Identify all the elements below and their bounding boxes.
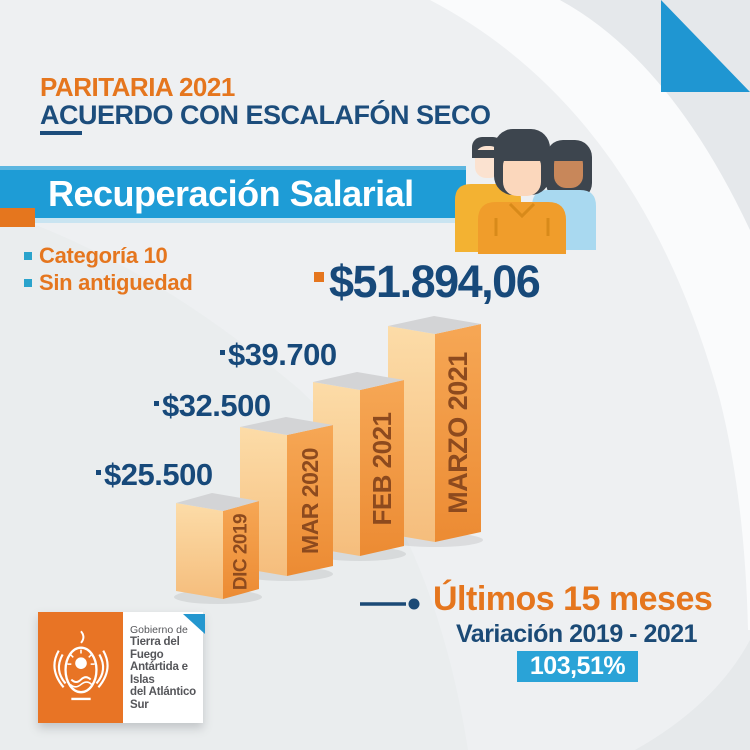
page-title: ACUERDO CON ESCALAFÓN SECO [40,100,491,130]
dot-bullet-icon [220,350,225,355]
square-bullet-icon [24,252,32,260]
logo-line: Antártida e Islas [130,661,188,686]
title-underline [40,131,82,135]
logo-line: del Atlántico Sur [130,686,196,711]
dot-bullet-icon [154,401,159,406]
kicker-title: PARITARIA 2021 [40,72,235,102]
variation-badge: 103,51% [517,651,638,682]
white-swoosh-band [430,0,750,630]
logo-text-block: Gobierno de Tierra del Fuego Antártida e… [123,612,203,723]
chart-value-label-feb2021: $39.700 [228,337,337,372]
chart-value-label-marzo2021: $51.894,06 [329,256,541,307]
square-bullet-icon [314,272,324,282]
chart-value-label-mar2020: $32.500 [162,388,271,423]
banner-orange-accent [0,208,35,227]
banner-top-line [0,166,466,170]
government-logo: Gobierno de Tierra del Fuego Antártida e… [38,612,205,723]
condition-item: Sin antiguedad [24,270,193,296]
banner-bottom-strip [35,218,466,223]
condition-label: Sin antiguedad [39,270,193,295]
banner-title: Recuperación Salarial [48,173,414,214]
variation-value: 103,51% [529,652,626,680]
logo-crest-panel [38,612,123,723]
logo-line: Gobierno de [130,624,188,636]
coat-of-arms-icon [52,630,109,700]
square-bullet-icon [24,279,32,287]
condition-item: Categoría 10 [24,243,168,269]
corner-triangle-icon [661,0,750,92]
summary-period: Últimos 15 meses [433,580,713,618]
dot-bullet-icon [96,470,101,475]
logo-line: Tierra del Fuego [130,636,180,661]
summary-variation-label: Variación 2019 - 2021 [456,620,698,648]
gray-bottom-right-band [635,640,750,750]
chart-value-label-dic2019: $25.500 [104,457,213,492]
banner: Recuperación Salarial [0,170,466,218]
condition-label: Categoría 10 [39,243,168,268]
